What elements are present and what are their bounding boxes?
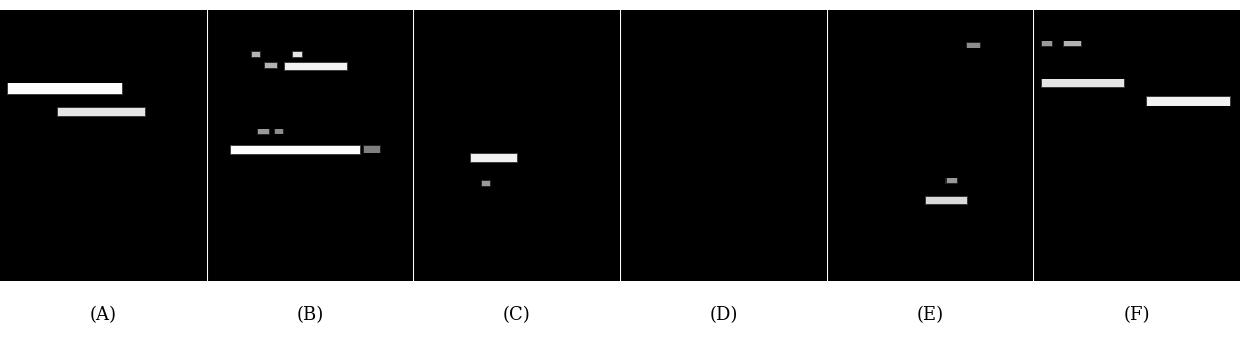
Bar: [275, 129, 283, 134]
Bar: [471, 154, 517, 162]
Bar: [1040, 79, 1126, 88]
Bar: [925, 197, 968, 205]
Bar: [9, 83, 122, 94]
Bar: [252, 52, 260, 57]
Text: (C): (C): [502, 306, 531, 324]
Bar: [481, 181, 490, 186]
Bar: [58, 108, 145, 116]
Bar: [264, 63, 277, 68]
Bar: [285, 63, 347, 70]
Bar: [57, 107, 146, 117]
Bar: [363, 146, 381, 153]
Bar: [293, 52, 303, 58]
Bar: [231, 145, 361, 155]
Bar: [481, 180, 491, 187]
Bar: [284, 62, 348, 71]
Bar: [966, 42, 981, 48]
Text: (B): (B): [296, 306, 324, 324]
Bar: [232, 146, 360, 155]
Bar: [946, 178, 957, 183]
Bar: [1147, 97, 1230, 106]
Bar: [258, 129, 270, 135]
Bar: [1064, 41, 1081, 47]
Bar: [294, 52, 301, 57]
Text: (E): (E): [916, 306, 944, 324]
Bar: [1064, 41, 1081, 46]
Bar: [263, 62, 278, 69]
Bar: [926, 197, 967, 204]
Text: (D): (D): [709, 306, 738, 324]
Bar: [250, 52, 262, 58]
Bar: [1042, 79, 1125, 87]
Bar: [1042, 41, 1052, 46]
Bar: [7, 83, 123, 95]
Bar: [362, 145, 381, 153]
Bar: [258, 129, 269, 134]
Text: (A): (A): [89, 306, 117, 324]
Bar: [274, 129, 284, 134]
Bar: [945, 178, 957, 184]
Bar: [470, 153, 517, 163]
Bar: [1040, 41, 1053, 47]
Text: (F): (F): [1123, 306, 1149, 324]
Bar: [1146, 96, 1230, 106]
Bar: [967, 43, 980, 47]
